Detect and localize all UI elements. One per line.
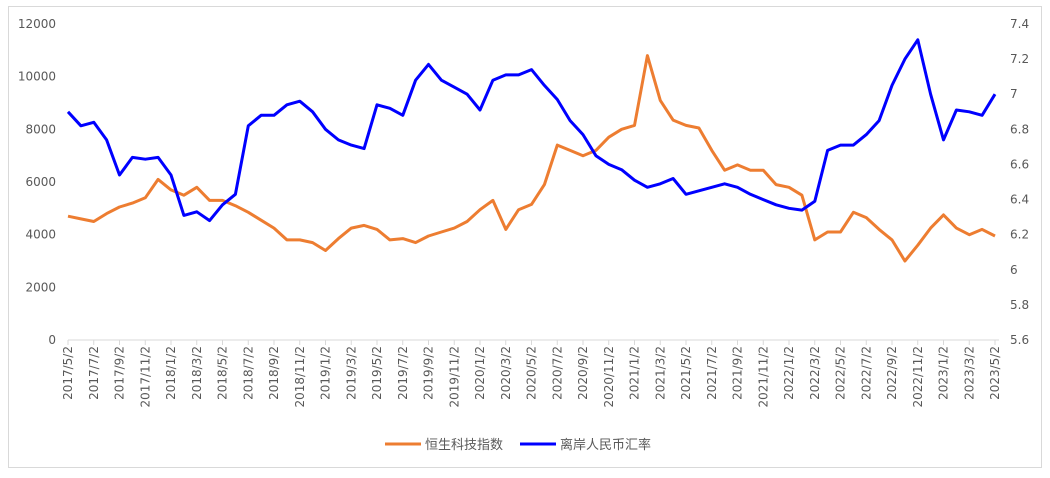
- y-right-tick-label: 6: [1010, 263, 1018, 277]
- x-tick-label: 2017/7/2: [87, 346, 101, 400]
- y-left-tick-label: 4000: [25, 228, 56, 242]
- x-tick-label: 2020/3/2: [499, 346, 513, 400]
- x-tick-label: 2019/3/2: [344, 346, 358, 400]
- series-line-hstech-index: [67, 54, 996, 263]
- x-tick-label: 2022/3/2: [808, 346, 822, 400]
- x-tick-label: 2020/7/2: [550, 346, 564, 400]
- x-tick-label: 2019/9/2: [422, 346, 436, 400]
- x-tick-label: 2021/5/2: [679, 346, 693, 400]
- y-left-tick-label: 10000: [18, 70, 56, 84]
- x-tick-label: 2021/7/2: [705, 346, 719, 400]
- y-right-tick-label: 5.8: [1010, 298, 1029, 312]
- chart-frame: [8, 6, 1042, 468]
- legend-label: 恒生科技指数: [425, 438, 503, 453]
- x-tick-label: 2019/5/2: [370, 346, 384, 400]
- y-left-tick-label: 0: [48, 333, 56, 347]
- y-right-tick-label: 7: [1010, 87, 1018, 101]
- legend: 恒生科技指数 离岸人民币汇率: [385, 437, 651, 453]
- y-left-tick-label: 6000: [25, 175, 56, 189]
- x-tick-label: 2019/1/2: [319, 346, 333, 400]
- axes: 2017/5/2 2017/7/2 2017/9/2 2017/11/2 2018/1/…: [18, 17, 1029, 408]
- x-tick-label: 2018/1/2: [164, 346, 178, 400]
- x-tick-label: 2023/1/2: [937, 346, 951, 400]
- x-tick-label: 2018/7/2: [241, 346, 255, 400]
- x-tick-label: 2018/3/2: [190, 346, 204, 400]
- y-left-tick-label: 2000: [25, 280, 56, 294]
- y-right-tick-label: 5.6: [1010, 333, 1029, 347]
- x-tick-label: 2022/5/2: [834, 346, 848, 400]
- x-tick-label: 2020/1/2: [473, 346, 487, 400]
- x-tick-label: 2021/9/2: [731, 346, 745, 400]
- series-lines: [66, 38, 997, 263]
- x-tick-label: 2023/5/2: [988, 346, 1002, 400]
- x-tick-label: 2020/5/2: [525, 346, 539, 400]
- x-tick-label: 2022/11/2: [911, 346, 925, 408]
- x-tick-label: 2019/7/2: [396, 346, 410, 400]
- legend-label: 离岸人民币汇率: [560, 437, 651, 453]
- x-tick-label: 2021/11/2: [756, 346, 770, 408]
- x-tick-label: 2017/9/2: [113, 346, 127, 400]
- y-right-tick-label: 7.4: [1010, 17, 1029, 31]
- y-right-tick-label: 6.4: [1010, 193, 1029, 207]
- x-tick-label: 2022/1/2: [782, 346, 796, 400]
- x-tick-label: 2023/3/2: [962, 346, 976, 400]
- x-tick-label: 2017/5/2: [61, 346, 75, 400]
- x-tick-label: 2021/1/2: [628, 346, 642, 400]
- x-tick-label: 2019/11/2: [447, 346, 461, 408]
- y-right-tick-label: 6.6: [1010, 157, 1029, 171]
- x-tick-label: 2021/3/2: [653, 346, 667, 400]
- x-tick-label: 2018/9/2: [267, 346, 281, 400]
- y-left-tick-label: 12000: [18, 17, 56, 31]
- x-tick-label: 2022/7/2: [859, 346, 873, 400]
- y-right-tick-label: 6.8: [1010, 122, 1029, 136]
- x-tick-label: 2020/9/2: [576, 346, 590, 400]
- x-tick-label: 2022/9/2: [885, 346, 899, 400]
- y-right-tick-label: 7.2: [1010, 52, 1029, 66]
- series-line-cnh-rate: [66, 38, 997, 223]
- x-tick-label: 2020/11/2: [602, 346, 616, 408]
- y-left-tick-label: 8000: [25, 122, 56, 136]
- y-right-tick-label: 6.2: [1010, 228, 1029, 242]
- x-tick-label: 2018/5/2: [216, 346, 230, 400]
- x-tick-label: 2017/11/2: [138, 346, 152, 408]
- x-tick-label: 2018/11/2: [293, 346, 307, 408]
